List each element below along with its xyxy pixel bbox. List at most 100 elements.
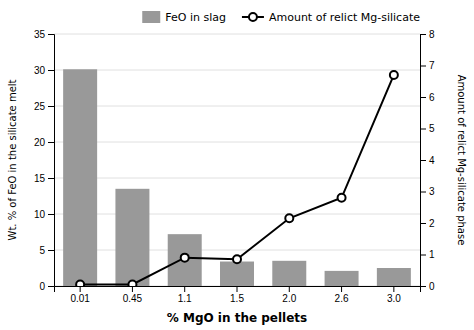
tick: 20 bbox=[34, 137, 54, 148]
bar bbox=[325, 271, 359, 286]
tick: 8 bbox=[420, 29, 435, 40]
tick: 6 bbox=[420, 92, 435, 103]
legend-item: FeO in slag bbox=[142, 11, 226, 24]
tick-label: 5 bbox=[429, 123, 435, 134]
tick: 7 bbox=[420, 60, 435, 71]
tick-mark bbox=[48, 214, 54, 215]
x-axis: 0.01 0.45 1.1 1.5 2.0 2.6 3.0 bbox=[55, 286, 421, 304]
tick-label: 25 bbox=[34, 101, 46, 112]
tick-mark bbox=[393, 286, 394, 292]
tick-label: 3 bbox=[429, 186, 435, 197]
y-axis: 05101520253035 bbox=[34, 29, 55, 292]
tick-label: 20 bbox=[34, 137, 46, 148]
tick-label: 6 bbox=[429, 92, 435, 103]
tick: 2.0 bbox=[282, 286, 296, 304]
point bbox=[285, 214, 293, 222]
tick-mark bbox=[48, 142, 54, 143]
grid-line bbox=[54, 250, 420, 251]
y2-axis-title: Amount of relict Mg-silicate phase bbox=[456, 75, 467, 246]
x-axis-title: % MgO in the pellets bbox=[167, 311, 308, 325]
tick-label: 0 bbox=[429, 281, 435, 292]
legend-item: Amount of relict Mg-silicate bbox=[242, 11, 420, 24]
tick-mark bbox=[289, 286, 290, 292]
tick-mark bbox=[420, 34, 426, 35]
plot: 0.01 0.45 1.1 1.5 2.0 2.6 3.0 0 5 10 15 20 25 30 35 0 1 2… bbox=[7, 29, 467, 325]
legend: FeO in slag Amount of relict Mg-silicate bbox=[142, 11, 420, 24]
tick-label: 0 bbox=[39, 281, 45, 292]
tick: 0 bbox=[39, 281, 54, 292]
tick-mark bbox=[80, 286, 81, 292]
tick-label: 1.5 bbox=[230, 293, 244, 304]
bar bbox=[63, 69, 97, 286]
tick-mark bbox=[420, 286, 426, 287]
tick: 10 bbox=[34, 209, 54, 220]
tick-mark bbox=[48, 106, 54, 107]
tick-mark bbox=[48, 250, 54, 251]
point bbox=[181, 254, 189, 262]
grid-line bbox=[54, 70, 420, 71]
tick: 2.6 bbox=[335, 286, 349, 304]
tick-mark bbox=[420, 66, 426, 67]
bar bbox=[272, 261, 306, 286]
tick-mark bbox=[132, 286, 133, 292]
tick: 0 bbox=[420, 281, 435, 292]
tick: 25 bbox=[34, 101, 54, 112]
tick: 1.5 bbox=[230, 286, 244, 304]
tick-label: 2.6 bbox=[335, 293, 349, 304]
tick: 3.0 bbox=[387, 286, 401, 304]
axis-line bbox=[55, 287, 421, 293]
tick-label: 2 bbox=[429, 218, 435, 229]
tick-mark bbox=[420, 97, 426, 98]
tick-label: 35 bbox=[34, 29, 46, 40]
tick-label: 0.45 bbox=[123, 293, 143, 304]
tick: 15 bbox=[34, 173, 54, 184]
tick-mark bbox=[420, 192, 426, 193]
tick-label: 1 bbox=[429, 249, 435, 260]
tick-mark bbox=[48, 178, 54, 179]
tick-label: 1.1 bbox=[178, 293, 192, 304]
tick: 3 bbox=[420, 186, 435, 197]
bar bbox=[168, 234, 202, 286]
grid bbox=[54, 34, 420, 286]
axis-line bbox=[48, 35, 55, 287]
point bbox=[338, 194, 346, 202]
tick-mark bbox=[48, 286, 54, 287]
y2-axis: 0 1 2 3 4 5 6 7 8 bbox=[420, 29, 435, 292]
tick-label: 3.0 bbox=[387, 293, 401, 304]
grid-line bbox=[54, 214, 420, 215]
tick-mark bbox=[420, 129, 426, 130]
tick-mark bbox=[420, 223, 426, 224]
tick: 4 bbox=[420, 155, 435, 166]
tick-mark bbox=[341, 286, 342, 292]
point bbox=[390, 71, 398, 79]
tick-label: 30 bbox=[34, 65, 46, 76]
tick-label: 2.0 bbox=[282, 293, 296, 304]
tick-mark bbox=[48, 34, 54, 35]
grid-line bbox=[54, 106, 420, 107]
legend-label: FeO in slag bbox=[165, 11, 226, 24]
bar bbox=[220, 262, 254, 286]
legend-marker bbox=[249, 13, 257, 21]
tick-mark bbox=[420, 160, 426, 161]
bar bbox=[115, 189, 149, 286]
point bbox=[233, 255, 241, 263]
tick-mark bbox=[237, 286, 238, 292]
tick-mark bbox=[48, 70, 54, 71]
point bbox=[76, 280, 84, 286]
marks bbox=[63, 69, 411, 286]
tick: 0.45 bbox=[123, 286, 143, 304]
tick-mark bbox=[420, 255, 426, 256]
tick-label: 0.01 bbox=[70, 293, 90, 304]
tick-label: 8 bbox=[429, 29, 435, 40]
chart: 0.01 0.45 1.1 1.5 2.0 2.6 3.0 0 5 10 15 20 25 30 35 0 1 2… bbox=[0, 0, 474, 330]
tick: 1.1 bbox=[178, 286, 192, 304]
y-axis-title: Wt. % of FeO in the silicate melt bbox=[7, 79, 18, 240]
legend-swatch bbox=[142, 11, 160, 23]
tick-label: 10 bbox=[34, 209, 46, 220]
tick-label: 4 bbox=[429, 155, 435, 166]
bar bbox=[377, 268, 411, 286]
axis-line bbox=[421, 35, 427, 287]
tick: 1 bbox=[420, 249, 435, 260]
tick: 35 bbox=[34, 29, 54, 40]
tick: 30 bbox=[34, 65, 54, 76]
